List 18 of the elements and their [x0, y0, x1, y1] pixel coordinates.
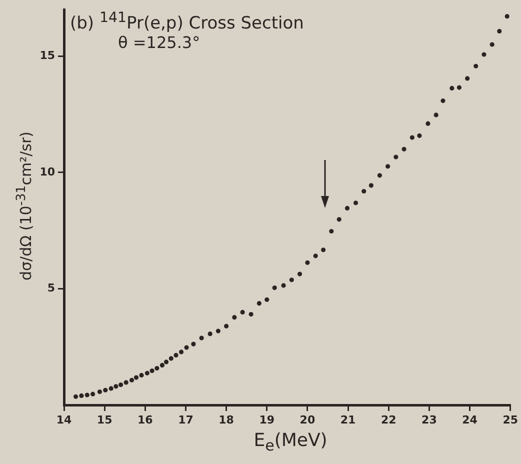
x-tick-label: 18 [218, 413, 234, 426]
y-tick-label: 10 [40, 165, 56, 178]
x-tick-label: 19 [259, 413, 275, 426]
y-tick-label: 15 [40, 48, 55, 62]
x-tick-label: 15 [96, 413, 112, 426]
text: θ =125.3° [118, 33, 200, 52]
x-tick-label: 22 [380, 413, 396, 426]
x-tick-label: 16 [138, 413, 154, 426]
x-tick-label: 17 [178, 413, 194, 426]
x-axis-title: E$_{e}$(MeV) [252, 430, 328, 455]
x-tick-label: 20 [300, 413, 316, 426]
x-tick-label: 21 [340, 413, 356, 426]
y-tick-label: 5 [47, 282, 55, 295]
x-tick-label: 14 [56, 413, 72, 426]
x-tick-label: 23 [422, 413, 437, 426]
x-tick-label: 25 [502, 413, 518, 426]
x-tick-label: 24 [462, 413, 478, 426]
chart-title: (b) $^{141}$Pr(e,p) Cross Section [70, 10, 304, 34]
